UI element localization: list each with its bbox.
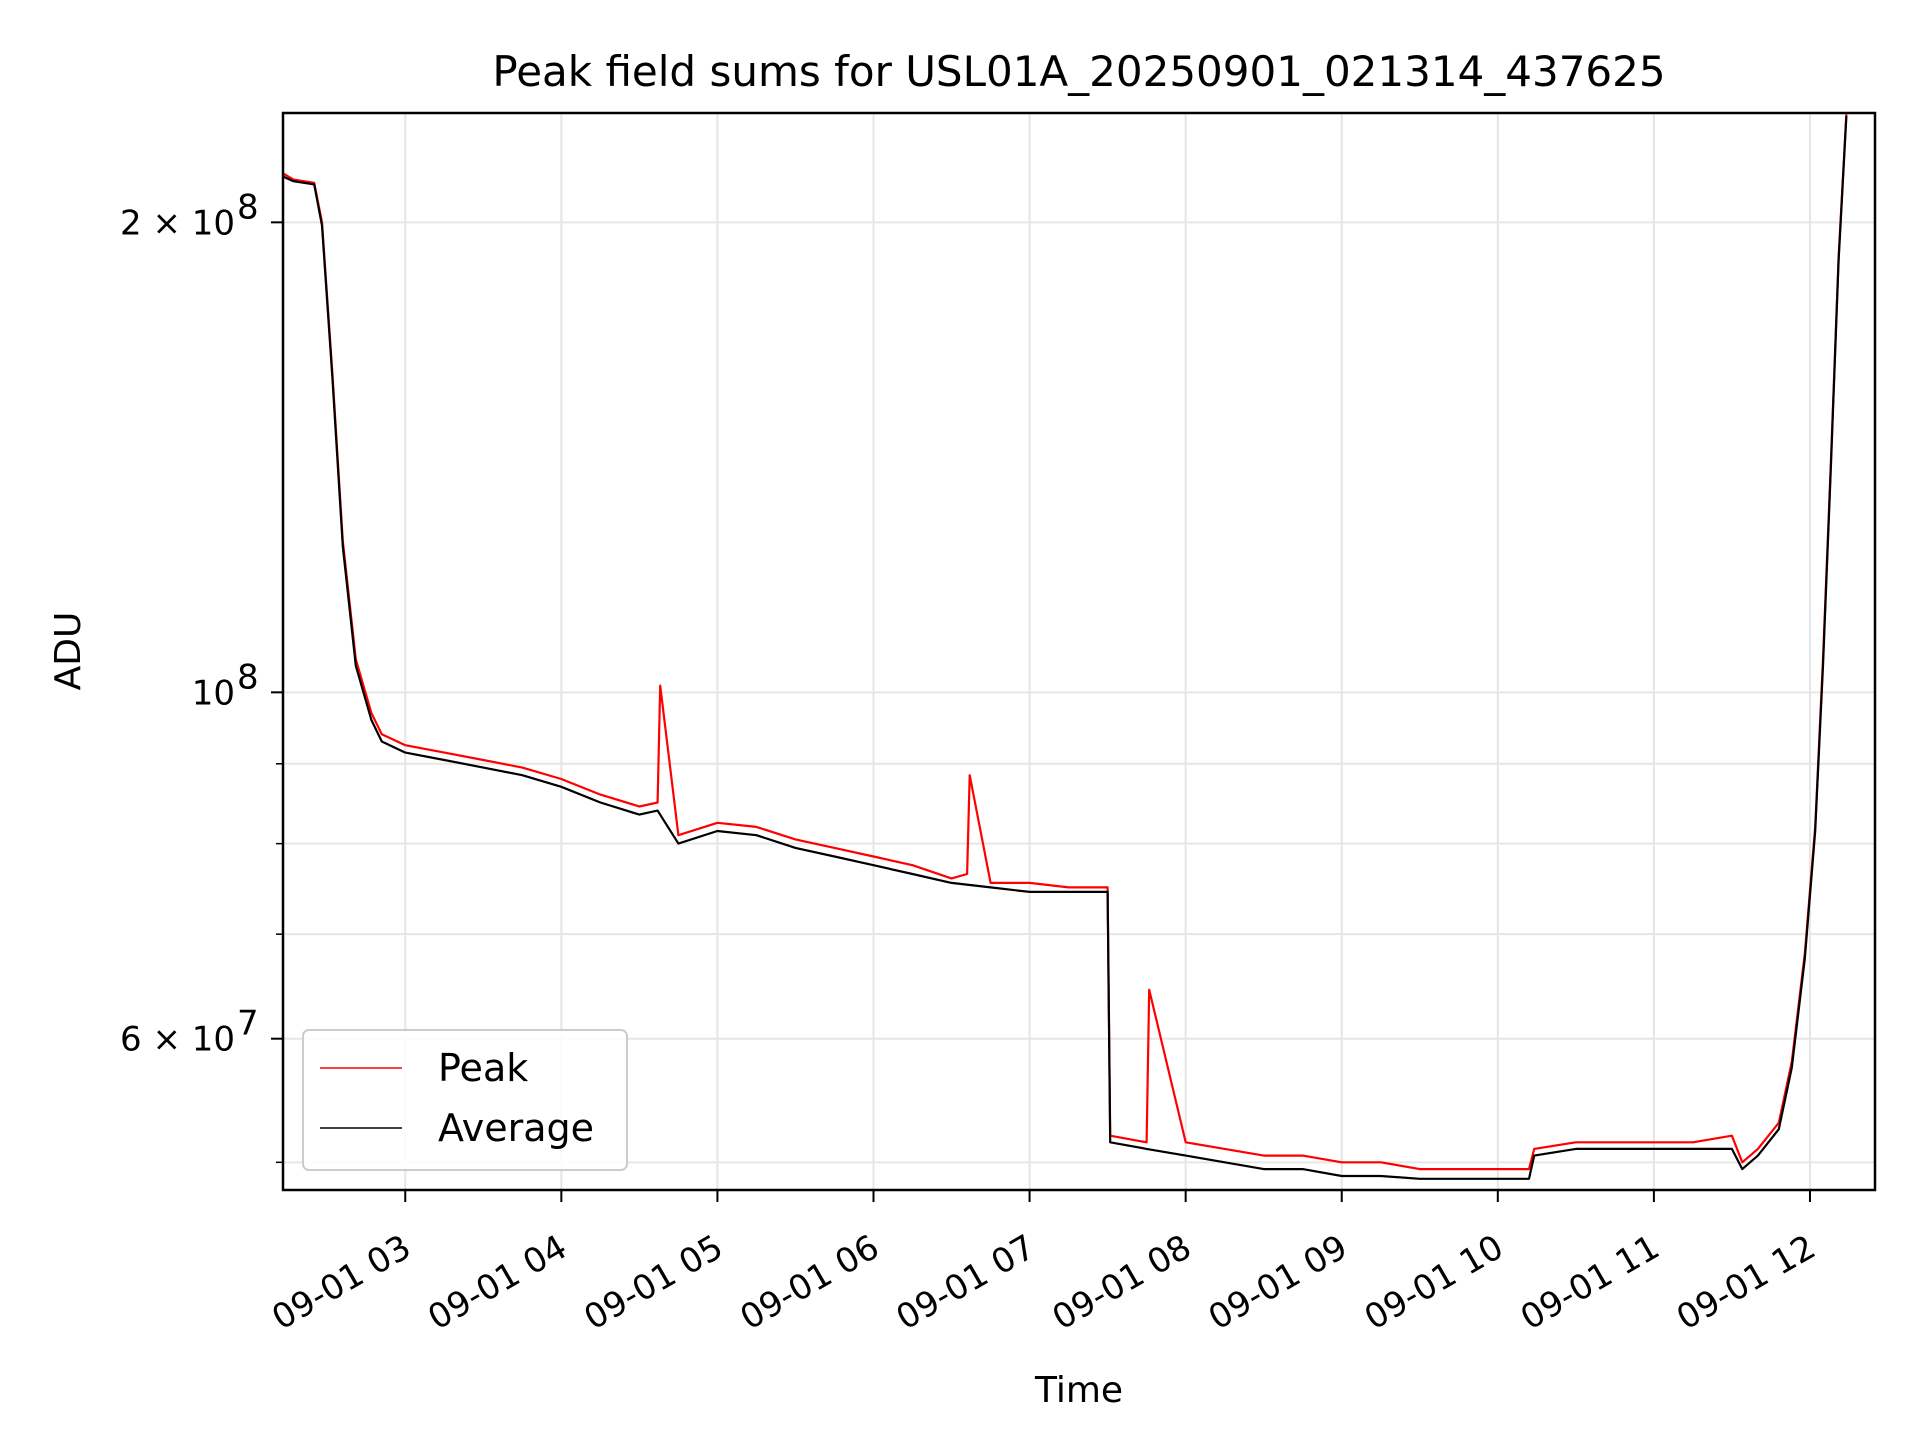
y-tick-label-exponent: 7 <box>237 1004 259 1044</box>
y-axis-ticks: 10 82 × 10 86 × 10 7 <box>120 187 283 1164</box>
y-tick-label-base: 2 × 10 <box>120 203 235 243</box>
x-axis-label: Time <box>1034 1370 1123 1411</box>
y-tick-label-base: 6 × 10 <box>120 1020 235 1060</box>
plot-frame <box>281 111 1877 1192</box>
legend-label-peak: Peak <box>438 1046 528 1090</box>
series-line-peak <box>283 113 1848 1171</box>
y-tick-label-exponent: 8 <box>237 657 259 697</box>
y-tick-label: 6 × 10 <box>120 1020 235 1060</box>
y-tick-label: 2 × 10 <box>120 203 235 243</box>
series-line-average <box>283 115 1848 1180</box>
y-tick-label: 10 <box>192 673 235 713</box>
y-axis-label: ADU <box>48 612 89 691</box>
legend-box <box>302 1029 628 1171</box>
legend-label-average: Average <box>438 1106 594 1150</box>
y-tick-label-exponent: 8 <box>237 187 259 227</box>
series-lines <box>283 113 1848 1180</box>
chart-title: Peak field sums for USL01A_20250901_0213… <box>492 47 1665 96</box>
legend: Peak Average <box>302 1029 628 1171</box>
y-tick-label-base: 10 <box>192 673 235 713</box>
